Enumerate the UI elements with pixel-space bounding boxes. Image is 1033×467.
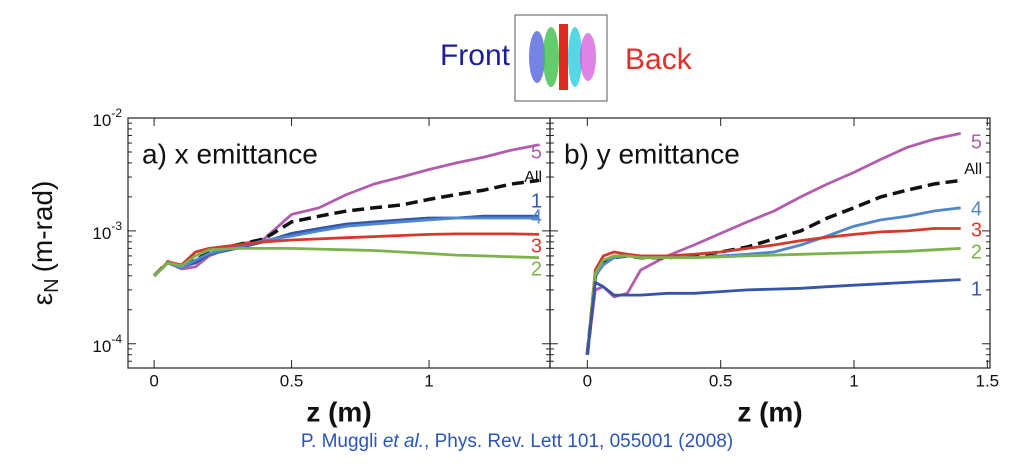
- y-label-subscript: N: [41, 278, 63, 292]
- series-label: 4: [971, 198, 982, 220]
- tick-base: 10: [92, 111, 111, 130]
- series-label: 2: [971, 241, 982, 263]
- series-line: [585, 227, 961, 355]
- series-label: All: [524, 169, 542, 186]
- x-axis-label: z (m): [737, 396, 802, 427]
- tick-exponent: -3: [111, 219, 122, 233]
- citation-etal: et al.: [383, 431, 424, 452]
- tick-base: 10: [92, 224, 111, 243]
- back-label: Back: [625, 43, 693, 76]
- tick-exponent: -2: [111, 106, 122, 120]
- x-tick-label: 1: [849, 371, 858, 390]
- x-tick-label: 1: [424, 371, 433, 390]
- series-label: 1: [531, 190, 542, 212]
- x-axis-label: z (m): [306, 396, 371, 427]
- x-tick-label: 0.5: [709, 371, 733, 390]
- series-line: [153, 216, 539, 277]
- series-line: [153, 247, 540, 277]
- x-tick-label: 0.5: [280, 371, 304, 390]
- panel-title: b) y emittance: [564, 138, 740, 169]
- series-label: All: [964, 161, 982, 178]
- citation-author: P. Muggli: [301, 431, 383, 452]
- citation-rest: , Phys. Rev. Lett 101, 055001 (2008): [424, 431, 733, 452]
- y-tick-label: 10-4: [92, 332, 122, 356]
- series-label: 2: [531, 258, 542, 280]
- series-label: 4: [531, 206, 542, 228]
- tick-exponent: -4: [111, 332, 122, 346]
- y-label-symbol: ε: [27, 293, 58, 305]
- series-label: 5: [531, 141, 542, 163]
- x-tick-label: 0: [583, 371, 592, 390]
- y-tick-label: 10-3: [92, 219, 122, 243]
- bunch-image: [514, 14, 608, 102]
- y-axis-label: εN (m-rad): [27, 181, 63, 306]
- series-label: 1: [971, 278, 982, 300]
- citation: P. Muggli et al., Phys. Rev. Lett 101, 0…: [301, 431, 733, 452]
- x-tick-label: 1.5: [976, 371, 1000, 390]
- series-line: [585, 247, 961, 355]
- series-line: [153, 143, 540, 277]
- series-label: 3: [971, 219, 982, 241]
- series-line: [153, 232, 540, 277]
- y-tick-label: 10-2: [92, 106, 122, 130]
- y-label-unit: (m-rad): [27, 181, 58, 273]
- series-label: 5: [971, 131, 982, 153]
- front-label: Front: [440, 39, 511, 72]
- x-tick-label: 0: [149, 371, 158, 390]
- series-label: 3: [531, 235, 542, 257]
- series-line: [585, 278, 961, 355]
- plot-frame: [549, 117, 991, 369]
- panel-title: a) x emittance: [142, 138, 318, 169]
- tick-base: 10: [92, 337, 111, 356]
